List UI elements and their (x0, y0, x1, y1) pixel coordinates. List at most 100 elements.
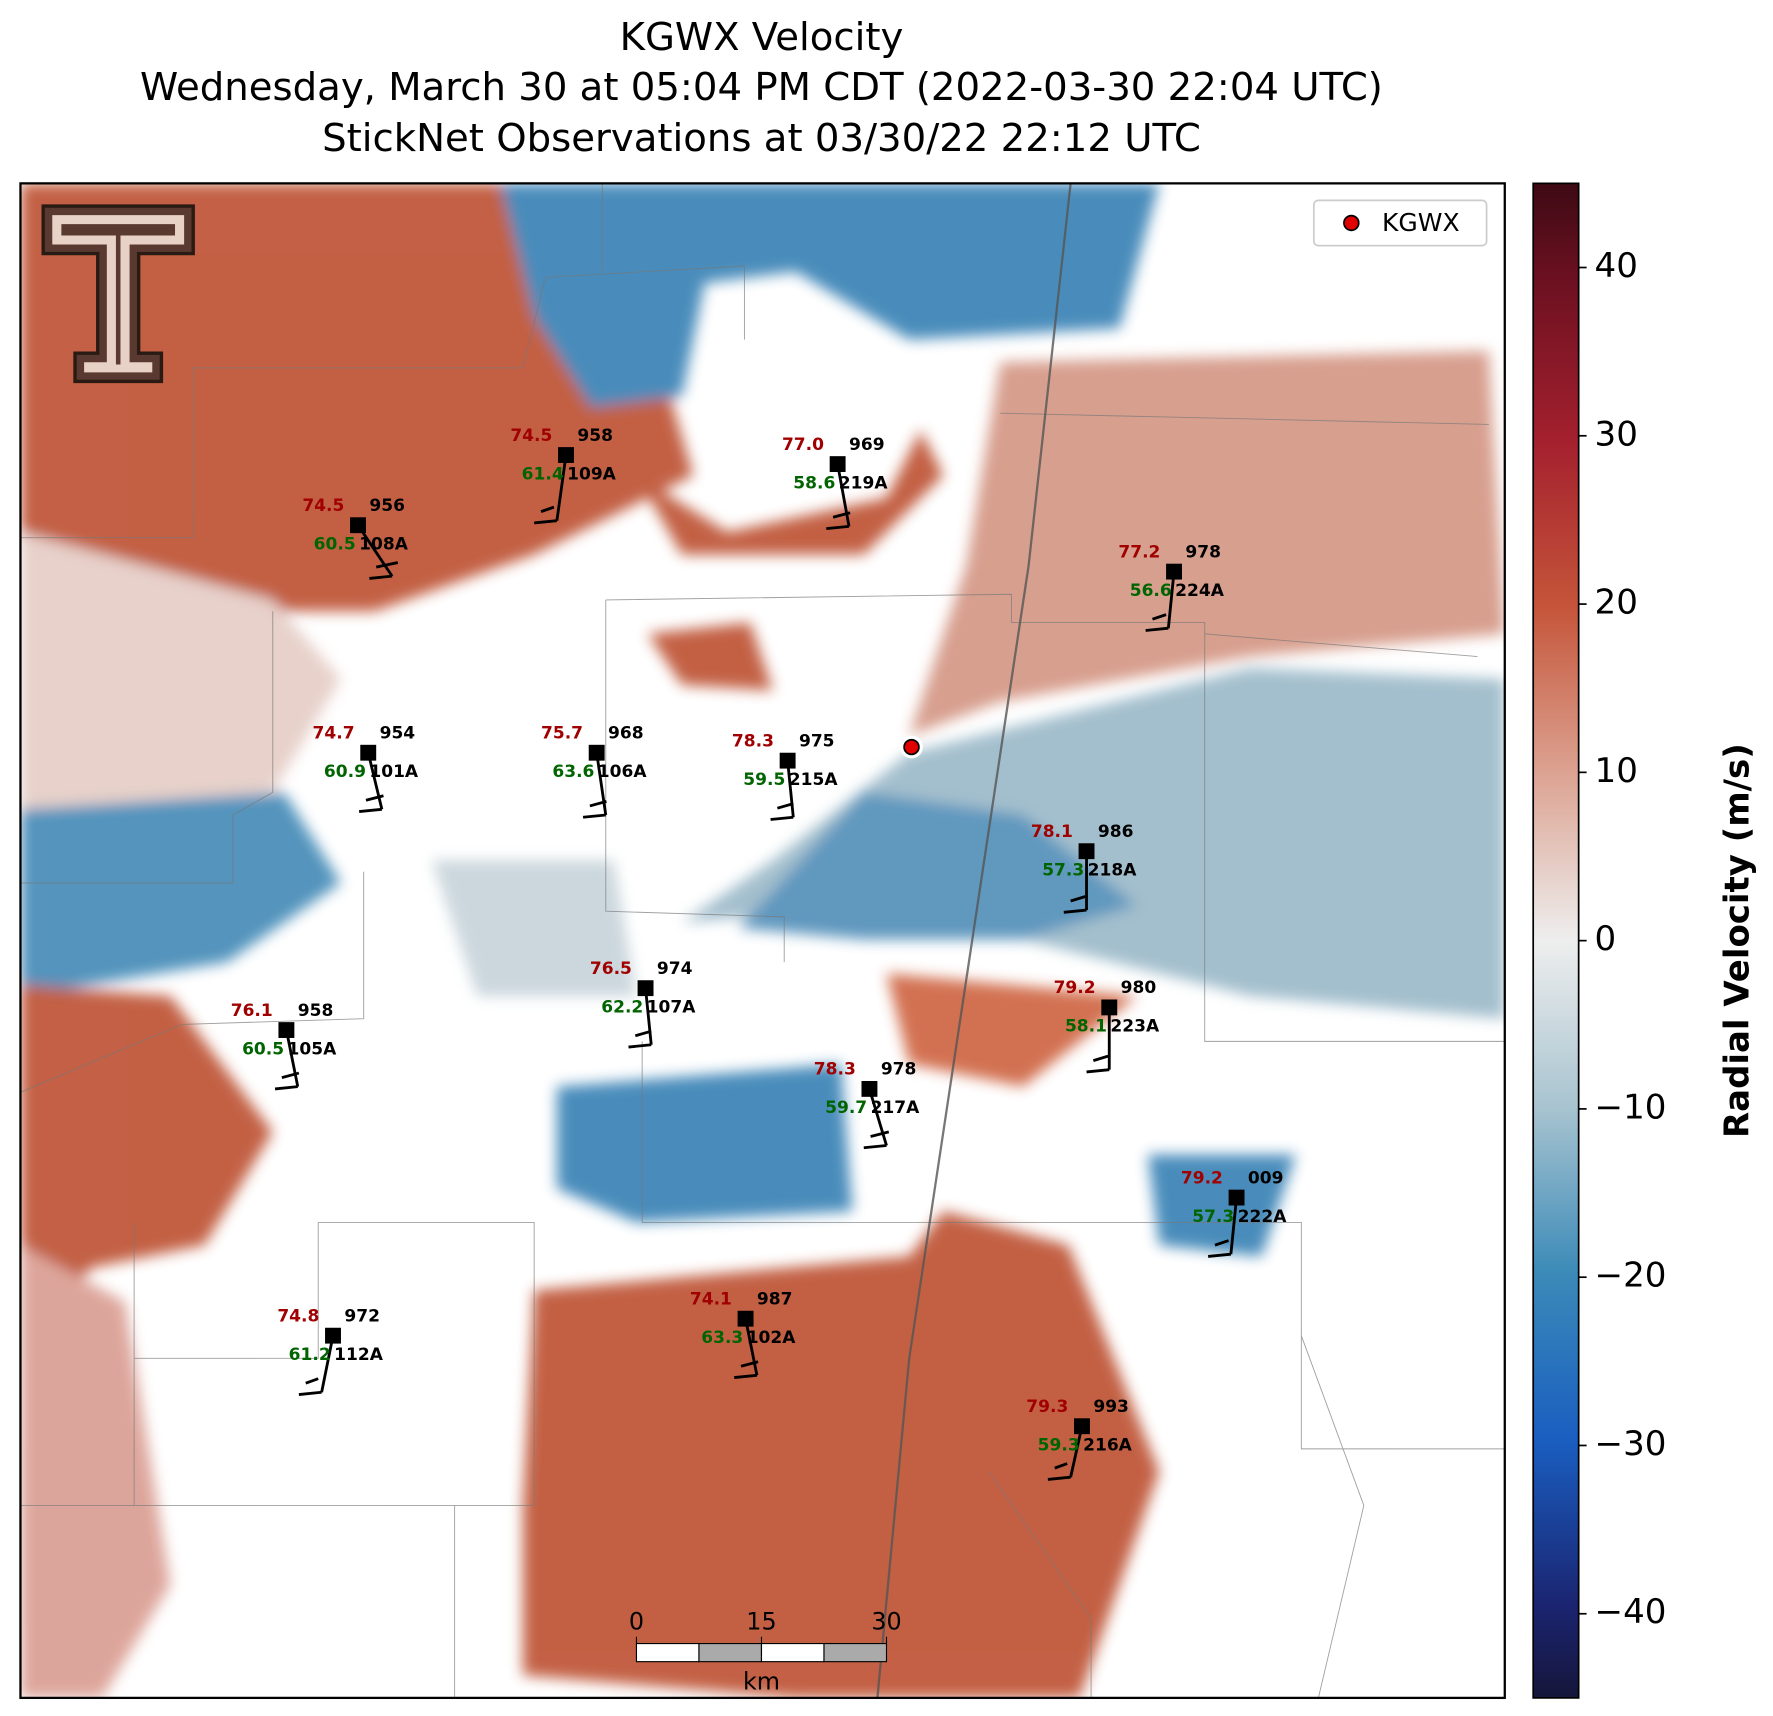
station-marker (1166, 563, 1182, 580)
colorbar (1532, 182, 1580, 1699)
wind-barb (734, 1373, 758, 1379)
scale-tick-label: 30 (871, 1608, 901, 1636)
station-temperature: 74.5 (510, 426, 552, 446)
station-pressure: 974 (657, 959, 693, 979)
wind-barb (826, 524, 850, 531)
wind-barb (870, 1130, 890, 1138)
station-temperature: 79.2 (1054, 978, 1096, 998)
station-id: 222A (1238, 1207, 1288, 1227)
wind-barb (582, 813, 606, 819)
station-dewpoint: 63.3 (701, 1328, 743, 1348)
colorbar-tick-label: −20 (1595, 1256, 1667, 1296)
station-id: 108A (359, 534, 409, 554)
station-dewpoint: 61.2 (289, 1345, 331, 1365)
wind-barb-shaft (744, 1318, 759, 1376)
station-pressure: 987 (757, 1289, 793, 1309)
wind-barb (281, 1071, 300, 1079)
station-id: 216A (1083, 1435, 1133, 1455)
station-id: 223A (1110, 1017, 1160, 1037)
station-id: 101A (369, 762, 419, 782)
station-pressure: 958 (577, 426, 613, 446)
wind-barb-shaft (1069, 1425, 1084, 1478)
wind-barb (770, 815, 794, 821)
scale-segment (823, 1642, 888, 1663)
station-marker (278, 1022, 295, 1038)
station-pressure: 009 (1248, 1168, 1284, 1188)
legend-label: KGWX (1382, 208, 1460, 237)
station-marker (1228, 1189, 1245, 1206)
colorbar-tick-label: −40 (1595, 1592, 1667, 1632)
legend: KGWX (1312, 199, 1488, 247)
wind-barb-shaft (1229, 1197, 1238, 1255)
station-marker (737, 1310, 754, 1327)
colorbar-label: Radial Velocity (m/s) (1717, 743, 1757, 1138)
wind-barb (1145, 626, 1169, 632)
station-dewpoint: 59.3 (1038, 1435, 1080, 1455)
station-dewpoint: 58.1 (1065, 1017, 1107, 1037)
wind-barb-shaft (595, 752, 608, 816)
station-id: 105A (288, 1039, 338, 1059)
station-pressure: 956 (369, 496, 405, 516)
station-marker (829, 456, 846, 473)
wind-barb (1086, 1068, 1110, 1074)
scale-tick-label: 0 (629, 1608, 644, 1636)
wind-barb (274, 1085, 298, 1091)
station-pressure: 978 (881, 1060, 917, 1080)
station-marker (1078, 843, 1095, 860)
station-pressure: 954 (380, 724, 416, 744)
wind-barb-shaft (786, 760, 795, 818)
wind-barb (1063, 908, 1087, 914)
station-pressure: 969 (849, 435, 885, 455)
station-marker (1074, 1418, 1090, 1435)
wind-barb (365, 794, 384, 802)
station-id: 217A (871, 1098, 921, 1118)
station-dewpoint: 57.3 (1042, 860, 1084, 880)
station-pressure: 968 (608, 724, 644, 744)
scale-unit: km (743, 1668, 780, 1696)
wind-barb-shaft (836, 463, 851, 527)
wind-barb (375, 561, 399, 569)
station-marker (779, 752, 796, 769)
colorbar-tick-label: 40 (1595, 246, 1638, 286)
legend-box (1312, 199, 1488, 247)
station-id: 215A (789, 770, 839, 790)
station-pressure: 958 (298, 1001, 334, 1021)
wind-barb (628, 1043, 652, 1049)
station-marker (637, 980, 654, 997)
station-temperature: 77.0 (782, 435, 824, 455)
wind-barb (740, 1360, 759, 1368)
station-marker (588, 744, 605, 761)
wind-barb-shaft (356, 524, 394, 577)
wind-barb-shaft (366, 752, 384, 810)
radar-site (903, 738, 920, 756)
radar-field (20, 183, 1505, 1698)
station-dewpoint: 59.7 (825, 1098, 867, 1118)
logo (41, 204, 195, 384)
wind-barb (534, 519, 558, 525)
station-temperature: 74.7 (313, 724, 355, 744)
station-marker (350, 517, 366, 534)
wind-barb (305, 1377, 319, 1385)
wind-barb (1047, 1475, 1071, 1481)
station-id: 224A (1175, 581, 1225, 601)
station-marker (558, 447, 574, 463)
station-temperature: 78.3 (732, 731, 774, 751)
station-dewpoint: 58.6 (793, 473, 835, 493)
wind-barb-shaft (320, 1335, 335, 1393)
station-dewpoint: 63.6 (552, 762, 594, 782)
wind-barb (1152, 613, 1167, 621)
wind-barb (863, 1144, 887, 1150)
scale-segment (760, 1642, 825, 1663)
station-dewpoint: 57.3 (1192, 1207, 1234, 1227)
station-dewpoint: 60.5 (242, 1039, 284, 1059)
map-frame (19, 182, 1506, 1700)
station-pressure: 993 (1093, 1397, 1129, 1417)
station-dewpoint: 62.2 (601, 997, 643, 1017)
station-id: 107A (647, 997, 697, 1017)
station-dewpoint: 56.6 (1130, 581, 1172, 601)
wind-barb (1207, 1252, 1232, 1258)
wind-barb (589, 800, 607, 808)
station-temperature: 77.2 (1118, 542, 1160, 562)
station-id: 219A (839, 473, 889, 493)
colorbar-tick-label: 30 (1595, 414, 1638, 454)
